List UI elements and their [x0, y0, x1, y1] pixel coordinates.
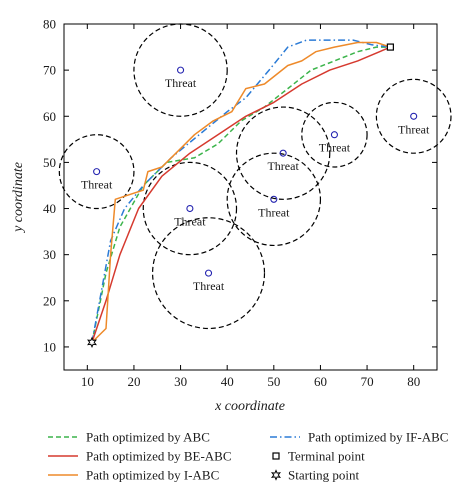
threat-zone: Threat [375, 78, 452, 154]
legend-item: Path optimized by IF-ABC [270, 430, 448, 445]
threat-center-marker [93, 168, 101, 176]
y-tick-label: 30 [43, 247, 56, 262]
path-series-4 [91, 41, 391, 343]
optimized-paths [91, 39, 391, 343]
threat-boundary [226, 152, 322, 247]
threat-boundary [133, 23, 228, 117]
threat-zone: Threat [235, 106, 331, 200]
x-tick-label: 30 [174, 374, 187, 389]
endpoint-markers [87, 43, 394, 348]
threat-zone: Threat [142, 161, 238, 256]
y-tick-label: 50 [43, 155, 56, 170]
axes: 10 20 30 40 50 60 70 80 10 20 30 40 50 60 70 80 [43, 17, 437, 389]
legend-label: Starting point [288, 468, 360, 483]
path-series-1 [91, 46, 391, 343]
y-tick-label: 60 [43, 109, 56, 124]
threat-label: Threat [174, 215, 206, 229]
legend-label: Path optimized by BE-ABC [86, 449, 232, 464]
threat-boundary [151, 217, 266, 330]
threat-label: Threat [258, 205, 290, 219]
legend-terminal-marker [272, 452, 280, 460]
threat-boundary [58, 134, 135, 210]
legend-label: Terminal point [288, 449, 365, 464]
legend-item: Starting point [270, 468, 360, 483]
threat-boundary [142, 161, 238, 256]
threat-zone: Threat [58, 134, 135, 210]
legend-label: Path optimized by ABC [86, 430, 210, 445]
threat-zone: Threat [301, 101, 368, 168]
starting-point-marker [87, 336, 98, 348]
threat-label: Threat [319, 141, 351, 155]
threat-label: Threat [267, 159, 299, 173]
path-series-3 [91, 46, 391, 343]
threat-center-marker [186, 204, 194, 213]
x-tick-label: 60 [314, 374, 327, 389]
y-tick-label: 20 [43, 293, 56, 308]
threat-zone: Threat [133, 23, 228, 117]
threat-label: Threat [165, 76, 197, 90]
x-tick-label: 20 [127, 374, 140, 389]
threat-zone: Threat [151, 217, 266, 330]
legend: Path optimized by ABC Path optimized by I… [48, 430, 448, 483]
threat-center-marker [204, 269, 213, 277]
y-axis-label: y coordinate [11, 162, 26, 234]
legend-label: Path optimized by IF-ABC [308, 430, 448, 445]
x-tick-label: 50 [267, 374, 280, 389]
x-tick-label: 40 [221, 374, 234, 389]
legend-label: Path optimized by I-ABC [86, 468, 219, 483]
x-tick-label: 80 [407, 374, 420, 389]
legend-start-marker [270, 469, 281, 481]
y-tick-label: 70 [43, 63, 56, 78]
threat-center-marker [330, 131, 338, 139]
x-tick-label: 70 [361, 374, 374, 389]
threat-boundary [375, 78, 452, 154]
y-tick-label: 40 [43, 201, 56, 216]
threat-center-marker [177, 66, 185, 74]
legend-item: Path optimized by ABC [48, 430, 210, 445]
terminal-point-marker [386, 43, 394, 51]
threat-boundary [235, 106, 331, 200]
threat-center-marker [270, 195, 278, 203]
threat-center-marker [410, 112, 418, 120]
legend-item: Terminal point [272, 449, 365, 464]
plot-frame [63, 23, 438, 371]
threat-label: Threat [81, 178, 113, 192]
x-axis-label: x coordinate [214, 399, 285, 414]
x-tick-label: 10 [81, 374, 94, 389]
threat-label: Threat [193, 279, 225, 293]
threat-zones: Threat Threat Threat Threat Threat Threat Thre… [58, 23, 452, 330]
threat-center-marker [279, 149, 287, 157]
y-tick-label: 80 [43, 17, 56, 32]
threat-zone: Threat [226, 152, 322, 247]
legend-item: Path optimized by I-ABC [48, 468, 219, 483]
threat-label: Threat [398, 122, 430, 136]
legend-item: Path optimized by BE-ABC [48, 449, 232, 464]
y-tick-label: 10 [43, 339, 56, 354]
threat-boundary [301, 101, 368, 168]
